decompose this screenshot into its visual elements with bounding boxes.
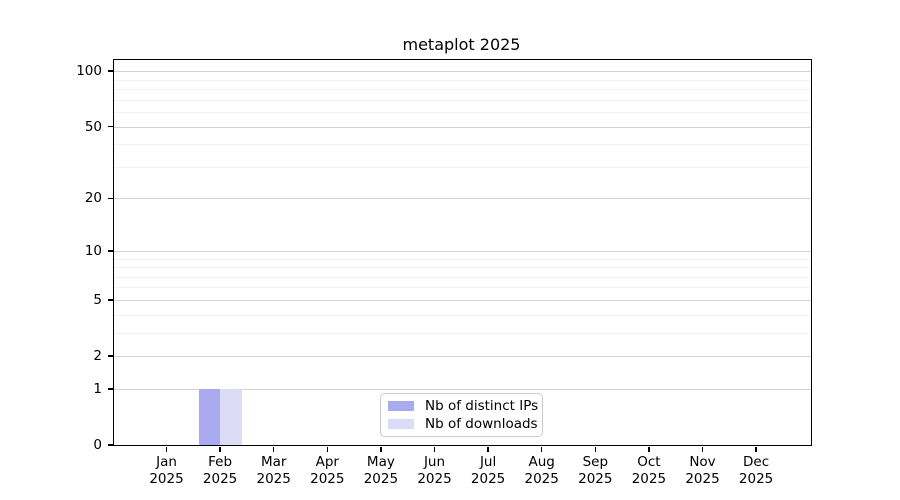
x-tick-mark bbox=[487, 446, 489, 452]
x-tick-mark bbox=[594, 446, 597, 452]
bar-nb-of-downloads-feb bbox=[220, 388, 242, 445]
x-tick-label-nov: Nov 2025 bbox=[671, 454, 735, 487]
y-tick-mark bbox=[107, 197, 113, 200]
x-tick-month: Aug bbox=[528, 454, 555, 470]
x-tick-label-jun: Jun 2025 bbox=[403, 454, 467, 487]
x-tick-year: 2025 bbox=[149, 470, 184, 487]
y-tick-mark bbox=[107, 388, 113, 390]
gridline-major bbox=[114, 71, 811, 73]
x-tick-label-may: May 2025 bbox=[349, 454, 413, 487]
x-tick-mark bbox=[326, 446, 329, 452]
gridline-minor bbox=[114, 314, 811, 316]
x-tick-mark bbox=[165, 446, 168, 452]
y-tick-label: 50 bbox=[84, 118, 102, 135]
y-tick-label: 20 bbox=[84, 190, 102, 207]
y-tick-mark bbox=[107, 444, 113, 446]
gridline-minor bbox=[114, 144, 811, 146]
y-tick-label: 0 bbox=[93, 437, 102, 453]
gridline-minor bbox=[114, 166, 811, 168]
y-tick-mark bbox=[107, 250, 113, 252]
x-tick-month: Jun bbox=[423, 454, 446, 470]
x-tick-year: 2025 bbox=[417, 470, 452, 487]
y-tick-label: 1 bbox=[93, 380, 102, 397]
x-tick-label-aug: Aug 2025 bbox=[510, 454, 574, 487]
x-tick-mark bbox=[540, 446, 543, 452]
gridline-minor bbox=[114, 99, 811, 101]
legend-label-distinct-ips: Nb of distinct IPs bbox=[425, 398, 539, 414]
gridline-major bbox=[114, 356, 811, 358]
x-tick-month: Oct bbox=[637, 454, 661, 470]
x-tick-label-mar: Mar 2025 bbox=[242, 454, 306, 487]
x-tick-mark bbox=[755, 446, 757, 452]
x-tick-year: 2025 bbox=[631, 470, 667, 487]
x-tick-month: Sep bbox=[582, 454, 609, 470]
y-tick-label: 10 bbox=[84, 242, 102, 259]
gridline-major bbox=[114, 388, 811, 390]
x-tick-year: 2025 bbox=[738, 470, 774, 487]
gridline-major bbox=[114, 198, 811, 200]
x-tick-label-sep: Sep 2025 bbox=[563, 454, 627, 487]
x-tick-year: 2025 bbox=[470, 470, 506, 487]
gridline-major bbox=[114, 250, 811, 252]
x-tick-month: Mar bbox=[260, 454, 287, 470]
x-tick-mark bbox=[380, 446, 382, 452]
x-tick-label-jul: Jul 2025 bbox=[456, 454, 520, 487]
y-tick-label: 5 bbox=[93, 291, 102, 308]
gridline-minor bbox=[114, 79, 811, 81]
x-tick-month: May bbox=[366, 454, 395, 470]
x-tick-mark bbox=[648, 446, 650, 452]
gridline-minor bbox=[114, 112, 811, 114]
x-tick-label-oct: Oct 2025 bbox=[617, 454, 681, 487]
x-tick-year: 2025 bbox=[685, 470, 720, 487]
y-tick-mark bbox=[107, 299, 113, 301]
bar-nb-of-distinct-ips-feb bbox=[198, 388, 221, 445]
y-tick-mark bbox=[107, 70, 113, 72]
gridline-major bbox=[114, 126, 811, 128]
x-tick-year: 2025 bbox=[202, 470, 238, 487]
chart-title: metaplot 2025 bbox=[402, 35, 521, 54]
x-tick-month: Feb bbox=[208, 454, 233, 470]
x-tick-mark bbox=[433, 446, 436, 452]
x-tick-label-dec: Dec 2025 bbox=[724, 454, 788, 487]
x-tick-year: 2025 bbox=[524, 470, 559, 487]
x-tick-year: 2025 bbox=[256, 470, 291, 487]
legend-swatch-distinct-ips bbox=[388, 401, 414, 411]
x-tick-label-feb: Feb 2025 bbox=[188, 454, 252, 487]
y-tick-label: 100 bbox=[76, 63, 102, 80]
plot-area: 0 1 2 5 10 20 50 100 Jan 2025 Feb 2025 Mar 2025 Apr 202… bbox=[76, 59, 812, 487]
x-tick-mark bbox=[272, 446, 275, 452]
legend: Nb of distinct IPs Nb of downloads bbox=[380, 393, 543, 437]
gridline-minor bbox=[114, 332, 811, 334]
x-tick-month: Nov bbox=[689, 454, 716, 470]
x-tick-label-jan: Jan 2025 bbox=[135, 454, 199, 487]
legend-item-distinct-ips: Nb of distinct IPs bbox=[388, 398, 539, 414]
gridline-minor bbox=[114, 258, 811, 260]
y-tick-label: 2 bbox=[93, 348, 102, 365]
x-tick-year: 2025 bbox=[578, 470, 613, 487]
x-tick-label-apr: Apr 2025 bbox=[295, 454, 359, 487]
x-tick-month: Dec bbox=[743, 454, 770, 470]
x-tick-month: Jul bbox=[479, 454, 497, 470]
y-tick-mark bbox=[107, 355, 113, 357]
x-tick-year: 2025 bbox=[310, 470, 345, 487]
x-tick-year: 2025 bbox=[363, 470, 399, 487]
y-tick-mark bbox=[107, 125, 113, 128]
x-tick-month: Jan bbox=[156, 454, 177, 470]
gridline-major bbox=[114, 299, 811, 301]
gridline-minor bbox=[114, 89, 811, 91]
gridline-minor bbox=[114, 287, 811, 289]
gridline-minor bbox=[114, 267, 811, 269]
gridline-minor bbox=[114, 276, 811, 278]
legend-label-downloads: Nb of downloads bbox=[425, 416, 538, 432]
legend-swatch-downloads bbox=[388, 419, 414, 429]
legend-item-downloads: Nb of downloads bbox=[388, 416, 538, 432]
x-tick-month: Apr bbox=[315, 454, 339, 470]
x-tick-mark bbox=[701, 446, 704, 452]
x-tick-mark bbox=[219, 446, 221, 452]
